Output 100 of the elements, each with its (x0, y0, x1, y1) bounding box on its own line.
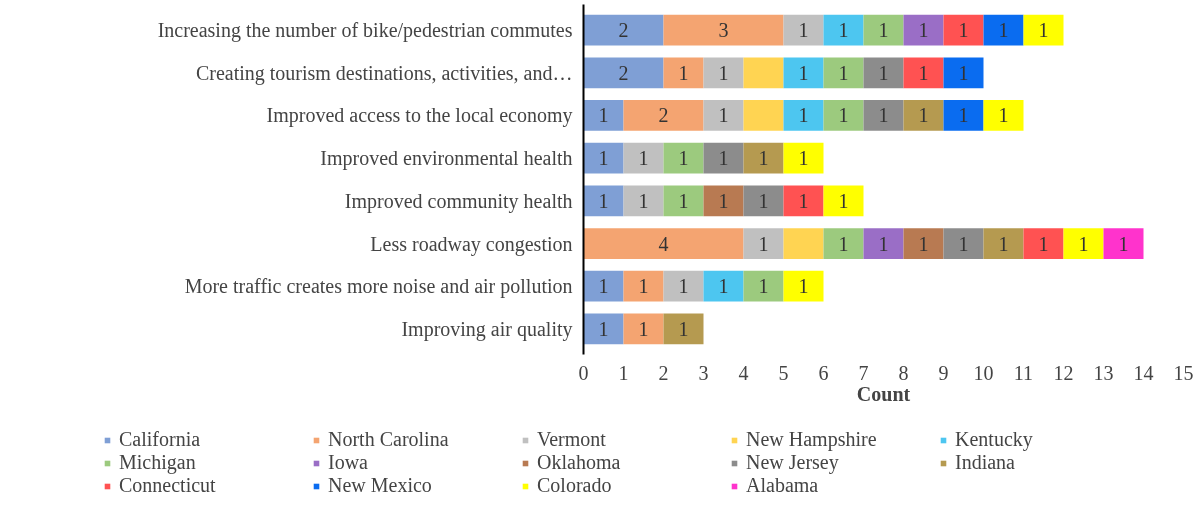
data-label: 1 (598, 317, 609, 340)
bar (623, 313, 664, 345)
bar (783, 14, 824, 46)
bar (983, 228, 1024, 259)
y-tick-label: Improving air quality (401, 317, 573, 341)
data-label: 2 (618, 61, 629, 84)
bar (663, 142, 704, 174)
data-label: 1 (718, 275, 729, 298)
data-label: 1 (718, 147, 729, 170)
bar (943, 100, 984, 131)
bar (703, 270, 744, 302)
y-tick-label: More traffic creates more noise and air pollution (184, 275, 573, 299)
bar (703, 57, 744, 89)
data-label: 2 (618, 19, 629, 42)
data-label: 1 (718, 189, 729, 212)
x-tick-label: 13 (1093, 361, 1114, 384)
bar (623, 142, 664, 174)
data-label: 1 (918, 19, 929, 42)
bar (1063, 228, 1104, 259)
bar (903, 100, 944, 131)
y-tick-label: Creating tourism destinations, activities, and… (195, 61, 573, 85)
data-label: 1 (998, 232, 1009, 255)
data-label: 1 (798, 189, 809, 212)
legend-label: New Jersey (746, 451, 840, 474)
legend-label: Connecticut (119, 474, 217, 497)
bar (743, 185, 784, 217)
data-label: 1 (798, 147, 809, 170)
y-tick-label: Increasing the number of bike/pedestrian commutes (157, 19, 573, 43)
legend-label: Vermont (537, 428, 607, 451)
data-label: 1 (1078, 232, 1089, 255)
data-label: 1 (758, 189, 769, 212)
bar (983, 14, 1024, 46)
y-tick-label: Less roadway congestion (370, 232, 573, 256)
bar (743, 142, 784, 174)
bar (583, 100, 624, 131)
legend-label: California (119, 428, 202, 451)
bar (743, 270, 784, 302)
x-tick-label: 11 (1013, 361, 1034, 384)
data-label: 1 (878, 104, 889, 127)
bar (1023, 228, 1064, 259)
data-label: 1 (638, 147, 649, 170)
data-label: 1 (918, 104, 929, 127)
data-label: 1 (598, 104, 609, 127)
x-tick-label: 14 (1133, 361, 1154, 384)
x-tick-label: 15 (1173, 361, 1194, 384)
data-label: 1 (678, 275, 689, 298)
bar (1103, 228, 1144, 259)
data-label: 1 (678, 147, 689, 170)
data-label: 1 (838, 19, 849, 42)
x-tick-label: 5 (778, 361, 789, 384)
legend-label: Colorado (537, 474, 613, 497)
bar (823, 228, 864, 259)
bar (823, 100, 864, 131)
bar (863, 228, 904, 259)
bar (903, 57, 944, 89)
bar (1023, 14, 1064, 46)
x-tick-label: 2 (658, 361, 669, 384)
data-label: 1 (918, 61, 929, 84)
bar (703, 185, 744, 217)
y-tick-label: Improved community health (344, 189, 573, 213)
data-label: 2 (658, 104, 669, 127)
data-label: 1 (638, 275, 649, 298)
x-tick-label: 7 (858, 361, 869, 384)
data-label: 1 (958, 104, 969, 127)
bar (783, 57, 824, 89)
bar (743, 100, 784, 131)
bar (943, 228, 984, 259)
x-axis-title: Count (856, 382, 911, 405)
data-label: 1 (878, 19, 889, 42)
data-label: 1 (798, 275, 809, 298)
legend-label: Iowa (328, 451, 369, 474)
legend-label: Indiana (955, 451, 1016, 474)
data-label: 1 (1038, 19, 1049, 42)
legend-label: Oklahoma (537, 451, 622, 474)
data-label: 1 (838, 232, 849, 255)
x-tick-label: 6 (818, 361, 829, 384)
bar (863, 57, 904, 89)
bar (663, 313, 704, 345)
data-label: 1 (958, 61, 969, 84)
data-label: 1 (958, 19, 969, 42)
data-label: 1 (638, 317, 649, 340)
data-label: 1 (998, 104, 1009, 127)
bar (783, 142, 824, 174)
data-label: 1 (958, 232, 969, 255)
bar (583, 142, 624, 174)
bar (583, 14, 664, 46)
data-label: 1 (678, 317, 689, 340)
bar (623, 185, 664, 217)
bar (663, 185, 704, 217)
x-tick-label: 1 (618, 361, 629, 384)
data-label: 1 (718, 61, 729, 84)
bar (583, 228, 744, 259)
x-tick-label: 9 (938, 361, 949, 384)
data-label: 1 (878, 232, 889, 255)
data-label: 1 (638, 189, 649, 212)
bar (823, 14, 864, 46)
legend-label: New Hampshire (746, 428, 878, 451)
x-tick-label: 10 (973, 361, 994, 384)
legend-label: North Carolina (328, 428, 450, 451)
bar (623, 270, 664, 302)
